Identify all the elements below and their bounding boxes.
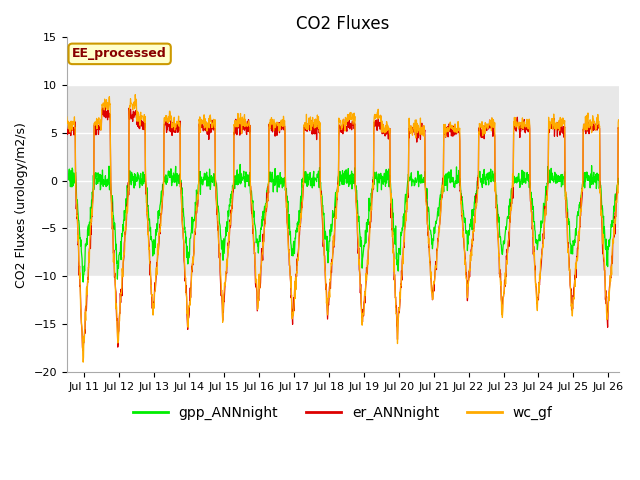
Bar xyxy=(67,85,619,276)
Title: CO2 Fluxes: CO2 Fluxes xyxy=(296,15,390,33)
Y-axis label: CO2 Fluxes (urology/m2/s): CO2 Fluxes (urology/m2/s) xyxy=(15,121,28,288)
Text: EE_processed: EE_processed xyxy=(72,48,167,60)
Legend: gpp_ANNnight, er_ANNnight, wc_gf: gpp_ANNnight, er_ANNnight, wc_gf xyxy=(127,400,558,425)
